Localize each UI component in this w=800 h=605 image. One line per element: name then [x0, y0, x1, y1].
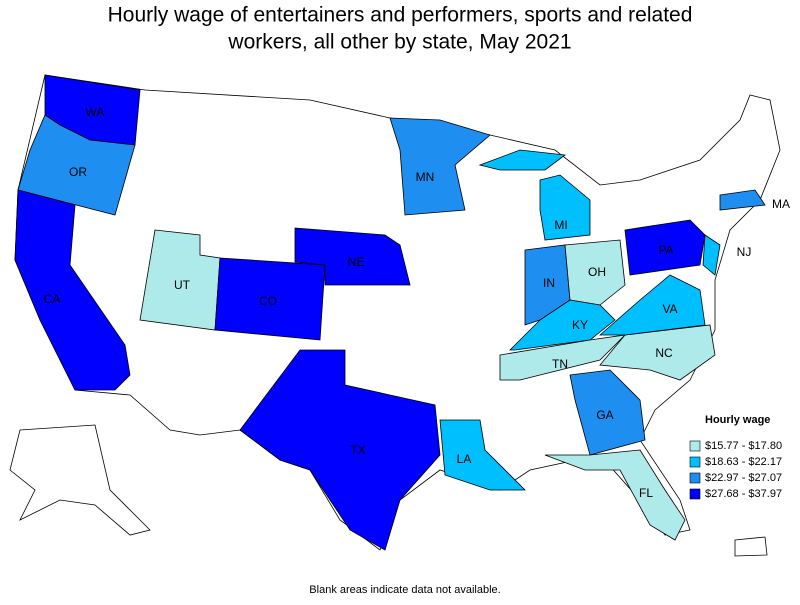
- state: [509, 299, 616, 351]
- state-label: MI: [554, 218, 567, 232]
- state: [389, 117, 491, 216]
- state: [569, 369, 646, 456]
- state-label: TN: [552, 357, 568, 371]
- state-label: MA: [772, 197, 790, 211]
- footnote: Blank areas indicate data not available.: [309, 584, 500, 596]
- legend-swatch: [689, 440, 701, 452]
- title-line: Hourly wage of entertainers and performe…: [108, 4, 693, 27]
- state: [599, 324, 716, 381]
- state-label: NE: [348, 255, 365, 269]
- alaska: [9, 424, 151, 536]
- state: [17, 114, 136, 216]
- state-label: WA: [86, 105, 105, 119]
- legend-label: $27.68 - $37.97: [705, 488, 782, 500]
- state-label: TX: [350, 443, 365, 457]
- state: [294, 227, 411, 286]
- state: [702, 234, 721, 276]
- state: [478, 149, 591, 241]
- state-label: NJ: [737, 245, 752, 259]
- state-label: NC: [655, 346, 673, 360]
- state-label: UT: [174, 278, 191, 292]
- state-label: MN: [416, 170, 435, 184]
- legend-label: $22.97 - $27.07: [705, 472, 782, 484]
- state: [239, 349, 441, 551]
- state-label: LA: [457, 452, 472, 466]
- state: [598, 274, 706, 336]
- state-label: KY: [572, 318, 588, 332]
- state: [564, 239, 626, 306]
- state-label: PA: [658, 243, 673, 257]
- state-label: FL: [639, 486, 653, 500]
- state-label: CO: [259, 294, 277, 308]
- state: [439, 419, 526, 491]
- legend-label: $18.63 - $22.17: [705, 456, 782, 468]
- legend-swatch: [689, 456, 701, 468]
- state-label: OH: [588, 265, 606, 279]
- state-label: CA: [44, 292, 61, 306]
- state: [214, 257, 326, 341]
- legend-swatch: [689, 488, 701, 500]
- state: [719, 189, 766, 211]
- state: [544, 449, 686, 541]
- state: [624, 219, 706, 276]
- state: [499, 334, 627, 381]
- legend-swatch: [689, 472, 701, 484]
- puerto-rico: [734, 536, 768, 557]
- legend-label: $15.77 - $17.80: [705, 440, 782, 452]
- state-label: GA: [596, 408, 613, 422]
- state-label: OR: [69, 165, 87, 179]
- state-label: VA: [662, 302, 677, 316]
- state: [14, 189, 131, 391]
- state-label: IN: [543, 276, 555, 290]
- title-line: workers, all other by state, May 2021: [227, 31, 571, 54]
- legend-title: Hourly wage: [705, 414, 770, 426]
